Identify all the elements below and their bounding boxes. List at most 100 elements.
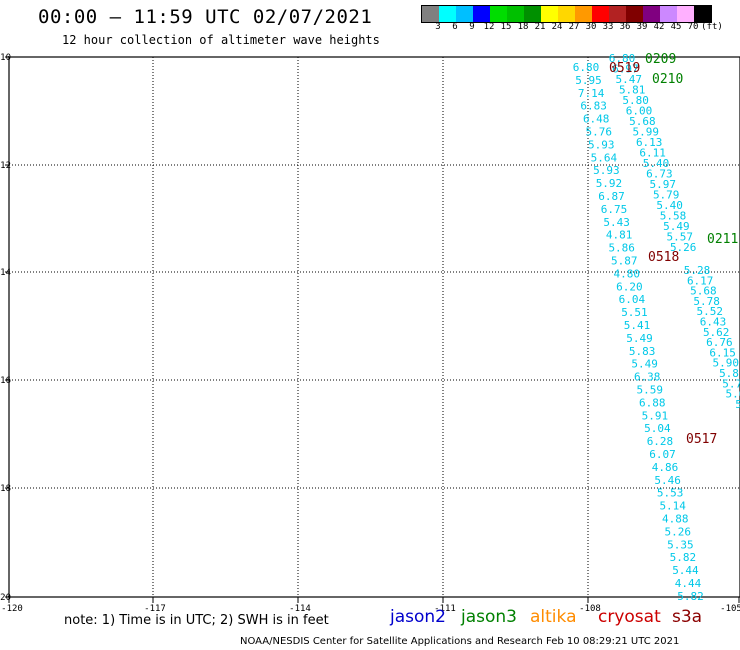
right-track-value: 6.43 — [700, 316, 727, 329]
middle-track-value: 5.57 — [667, 231, 694, 244]
colorbar-swatch — [439, 6, 456, 22]
middle-track-value: 5.97 — [650, 178, 677, 191]
longitude-label: -120 — [1, 604, 23, 614]
colorbar-label: 18 — [517, 22, 529, 32]
left-track-value: 5.64 — [591, 151, 618, 164]
middle-track-value: 5.79 — [653, 189, 680, 202]
legend-jason2: jason2 — [390, 607, 446, 627]
latitude-label: -14 — [0, 268, 11, 278]
right-track-value: 5.68 — [690, 285, 717, 298]
colorbar-swatch — [507, 6, 524, 22]
colorbar-swatch — [456, 6, 473, 22]
longitude-label: -108 — [579, 604, 601, 614]
map-subtitle: 12 hour collection of altimeter wave hei… — [62, 33, 380, 47]
middle-track-value: 5.58 — [660, 210, 687, 223]
latitude-label: -20 — [0, 593, 11, 603]
right-track-value: 5.28 — [684, 264, 711, 277]
right-track-value: 5.90 — [713, 357, 740, 370]
left-track-value: 5.53 — [657, 487, 684, 500]
footer-credit: NOAA/NESDIS Center for Satellite Applica… — [240, 636, 680, 647]
right-track-value: 6.15 — [709, 346, 736, 359]
longitude-label: -114 — [289, 604, 311, 614]
middle-track-value: 6.97 — [612, 63, 639, 76]
longitude-label: -117 — [144, 604, 166, 614]
longitude-label: -105 — [720, 604, 740, 614]
colorbar-label: 12 — [483, 22, 495, 32]
colorbar-swatch — [490, 6, 507, 22]
middle-track-value: 6.80 — [609, 52, 636, 65]
left-track-value: 6.07 — [649, 448, 676, 461]
left-track-value: 6.83 — [580, 100, 607, 113]
legend-altika: altika — [530, 607, 577, 627]
colorbar-swatch — [541, 6, 558, 22]
middle-track-value: 5.68 — [629, 115, 656, 128]
colorbar-label: 70 — [687, 22, 699, 32]
left-track-value: 5.49 — [631, 358, 658, 371]
right-track-value: 5.8 — [719, 367, 739, 380]
middle-track-value: 5.40 — [656, 199, 683, 212]
left-track-value: 6.38 — [634, 371, 661, 384]
middle-track-value: 6.11 — [639, 147, 666, 160]
colorbar-swatch — [473, 6, 490, 22]
colorbar-label: 30 — [585, 22, 597, 32]
colorbar-label: (ft) — [701, 22, 723, 32]
colorbar-swatch — [592, 6, 609, 22]
colorbar-label: 15 — [500, 22, 512, 32]
left-track-value: 6.04 — [619, 293, 646, 306]
colorbar-swatch — [575, 6, 592, 22]
left-track-value: 5.41 — [624, 319, 651, 332]
left-track-value: 6.48 — [583, 113, 610, 126]
right-track-value: 6.76 — [706, 336, 733, 349]
left-track-value: 5.51 — [621, 306, 648, 319]
colorbar-labels: 3 6 9 12 15 18 21 24 27 30 33 36 39 42 45 70 (ft) — [421, 22, 740, 34]
middle-track-value: 6.73 — [646, 168, 673, 181]
left-track-value: 5.46 — [654, 474, 681, 487]
latitude-label: -10 — [0, 53, 11, 63]
colorbar-label: 3 — [435, 22, 441, 32]
pass-label: 0519 — [609, 61, 640, 76]
left-track-value: 5.83 — [629, 345, 656, 358]
left-track-value: 5.35 — [667, 538, 694, 551]
middle-track-value: 6.00 — [626, 105, 653, 118]
colorbar-label: 33 — [602, 22, 614, 32]
colorbar-swatch — [524, 6, 541, 22]
right-track-value: 5 — [735, 398, 740, 411]
right-track-value: 5.7 — [722, 377, 740, 390]
middle-track-value: 5.99 — [633, 126, 660, 139]
note-text: note: 1) Time is in UTC; 2) SWH is in fe… — [64, 613, 329, 628]
left-track-value: 4.44 — [675, 577, 702, 590]
pass-label: 0517 — [686, 432, 717, 447]
left-track-value: 5.44 — [672, 564, 699, 577]
left-track-value: 6.80 — [573, 61, 600, 74]
latitude-label: -16 — [0, 376, 11, 386]
left-track-value: 5.93 — [588, 138, 615, 151]
map-frame — [8, 56, 740, 598]
colorbar-swatch — [609, 6, 626, 22]
colorbar-label: 24 — [551, 22, 563, 32]
left-track-value: 5.14 — [659, 500, 686, 513]
left-track-value: 4.80 — [614, 267, 641, 280]
latitude-label: -12 — [0, 161, 11, 171]
legend-jason3: jason3 — [461, 607, 517, 627]
colorbar-swatch — [677, 6, 694, 22]
right-track-value: 6.17 — [687, 274, 714, 287]
left-track-value: 6.75 — [601, 203, 628, 216]
pass-label: 0210 — [652, 72, 683, 87]
left-track-value: 5.91 — [642, 409, 669, 422]
left-track-value: 4.81 — [606, 229, 633, 242]
map-title: 00:00 – 11:59 UTC 02/07/2021 — [38, 6, 373, 28]
left-track-value: 5.87 — [611, 255, 638, 268]
left-track-value: 5.93 — [593, 164, 620, 177]
left-track-value: 5.04 — [644, 422, 671, 435]
colorbar-swatch — [558, 6, 575, 22]
left-track-value: 7.14 — [578, 87, 605, 100]
middle-track-value: 5.81 — [619, 84, 646, 97]
left-track-value: 6.88 — [639, 396, 666, 409]
legend-cryosat: cryosat — [598, 607, 661, 627]
middle-track-value: 5.40 — [643, 157, 670, 170]
wave-height-colorbar — [421, 5, 712, 23]
colorbar-label: 6 — [452, 22, 458, 32]
left-track-value: 5.76 — [586, 126, 613, 139]
left-track-value: 6.87 — [598, 190, 625, 203]
